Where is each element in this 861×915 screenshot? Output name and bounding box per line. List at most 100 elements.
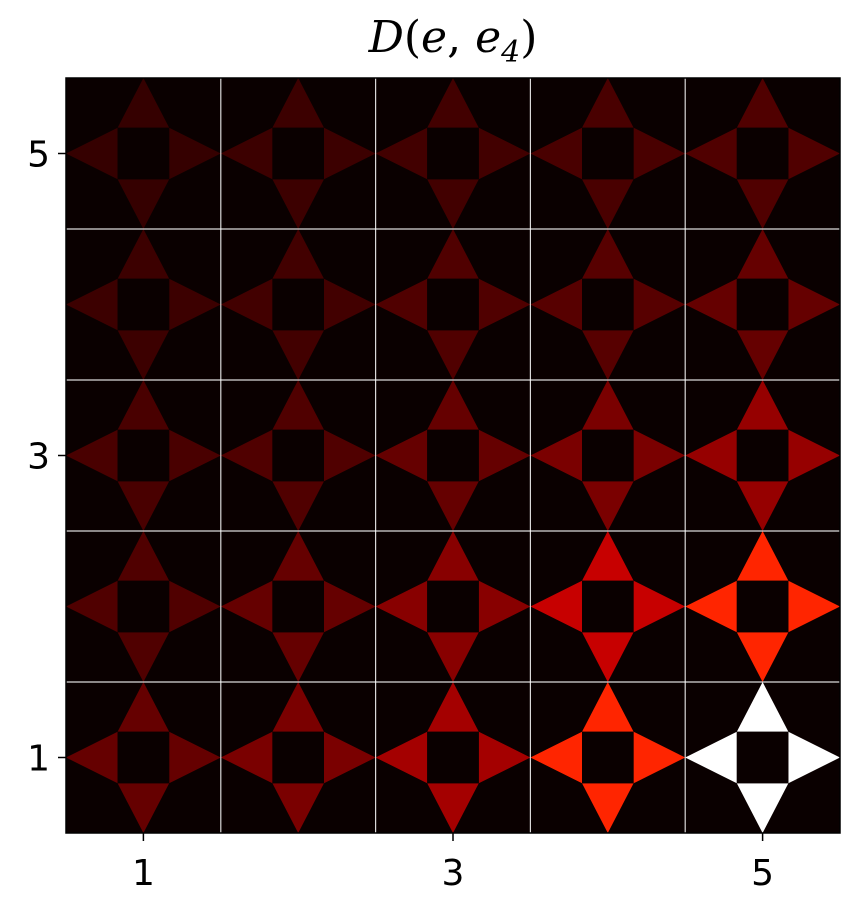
- triangle-left-r1-c2: [220, 731, 273, 784]
- title-arg1: e: [421, 12, 448, 63]
- triangle-left-r1-c3: [375, 731, 428, 784]
- triangle-down-r2-c5: [736, 632, 789, 682]
- gridlines-layer: [66, 78, 840, 833]
- triangle-up-r3-c4: [582, 380, 634, 430]
- triangle-up-r1-c5: [736, 682, 789, 732]
- triangle-left-r4-c5: [685, 278, 737, 331]
- title-subscript: 4: [501, 34, 521, 70]
- triangle-down-r1-c5: [736, 783, 789, 833]
- triangle-right-r2-c5: [788, 580, 840, 633]
- triangle-right-r1-c3: [478, 731, 531, 784]
- chart-title: D(e, e4): [0, 12, 861, 70]
- triangle-left-r3-c4: [530, 429, 582, 482]
- triangle-down-r5-c1: [117, 179, 170, 229]
- triangle-down-r1-c3: [427, 783, 479, 833]
- triangle-right-r3-c4: [633, 429, 686, 482]
- y-tick-label: 1: [27, 739, 50, 780]
- center-square-r3-c5: [736, 429, 789, 482]
- center-square-r3-c2: [272, 429, 324, 482]
- triangle-right-r4-c2: [324, 278, 376, 331]
- heatmap-cell-r3-c3: [375, 380, 531, 531]
- triangle-down-r5-c5: [736, 179, 789, 229]
- triangle-up-r2-c4: [582, 531, 634, 581]
- center-square-r5-c3: [427, 127, 479, 180]
- triangle-right-r5-c5: [788, 127, 840, 180]
- triangle-down-r3-c5: [736, 481, 789, 531]
- triangle-right-r4-c3: [478, 278, 531, 331]
- triangle-left-r1-c1: [66, 731, 118, 784]
- triangle-right-r5-c3: [478, 127, 531, 180]
- triangle-up-r2-c3: [427, 531, 479, 581]
- triangle-down-r2-c1: [117, 632, 170, 682]
- triangle-up-r3-c3: [427, 380, 479, 430]
- triangle-up-r4-c5: [736, 229, 789, 279]
- triangle-down-r4-c2: [272, 330, 324, 380]
- triangle-left-r3-c5: [685, 429, 737, 482]
- title-open: (: [403, 12, 422, 63]
- center-square-r5-c5: [736, 127, 789, 180]
- triangle-left-r1-c4: [530, 731, 582, 784]
- heatmap-cell-r3-c5: [685, 380, 840, 531]
- triangle-right-r4-c1: [169, 278, 221, 331]
- heatmap-cell-r1-c1: [66, 682, 221, 833]
- triangle-up-r1-c2: [272, 682, 324, 732]
- triangle-right-r2-c2: [324, 580, 376, 633]
- triangle-left-r3-c3: [375, 429, 428, 482]
- heatmap-cell-r2-c1: [66, 531, 221, 682]
- triangle-up-r5-c5: [736, 78, 789, 128]
- triangle-left-r5-c1: [66, 127, 118, 180]
- triangle-right-r2-c3: [478, 580, 531, 633]
- heatmap-cell-r3-c2: [220, 380, 376, 531]
- triangle-down-r1-c4: [582, 783, 634, 833]
- heatmap-cell-r1-c5: [685, 682, 840, 833]
- center-square-r3-c1: [117, 429, 170, 482]
- triangle-down-r4-c1: [117, 330, 170, 380]
- triangle-down-r2-c4: [582, 632, 634, 682]
- triangle-up-r3-c1: [117, 380, 170, 430]
- triangle-down-r5-c4: [582, 179, 634, 229]
- triangle-down-r3-c1: [117, 481, 170, 531]
- center-square-r1-c4: [582, 731, 634, 784]
- triangle-right-r3-c3: [478, 429, 531, 482]
- triangle-up-r4-c2: [272, 229, 324, 279]
- triangle-up-r4-c3: [427, 229, 479, 279]
- x-tick-label: 3: [442, 853, 465, 894]
- triangle-up-r4-c1: [117, 229, 170, 279]
- x-tick-label: 1: [132, 853, 155, 894]
- x-tick-label: 5: [751, 853, 774, 894]
- heatmap-cell-r2-c4: [530, 531, 686, 682]
- cells-layer: [66, 78, 840, 833]
- triangle-left-r4-c4: [530, 278, 582, 331]
- triangle-left-r4-c1: [66, 278, 118, 331]
- triangle-right-r1-c5: [788, 731, 840, 784]
- triangle-down-r3-c4: [582, 481, 634, 531]
- triangle-right-r5-c2: [324, 127, 376, 180]
- center-square-r5-c1: [117, 127, 170, 180]
- triangle-up-r2-c5: [736, 531, 789, 581]
- title-arg2: e: [475, 12, 502, 63]
- triangle-up-r5-c3: [427, 78, 479, 128]
- heatmap-cell-r4-c4: [530, 229, 686, 380]
- heatmap-cell-r3-c1: [66, 380, 221, 531]
- center-square-r5-c4: [582, 127, 634, 180]
- center-square-r3-c4: [582, 429, 634, 482]
- triangle-down-r3-c2: [272, 481, 324, 531]
- triangle-right-r1-c1: [169, 731, 221, 784]
- center-square-r4-c2: [272, 278, 324, 331]
- triangle-right-r2-c1: [169, 580, 221, 633]
- heatmap-cell-r5-c1: [66, 78, 221, 229]
- triangle-right-r5-c1: [169, 127, 221, 180]
- triangle-left-r2-c3: [375, 580, 428, 633]
- triangle-down-r4-c4: [582, 330, 634, 380]
- title-name: D: [368, 12, 404, 63]
- triangle-down-r5-c2: [272, 179, 324, 229]
- center-square-r1-c3: [427, 731, 479, 784]
- triangle-left-r2-c2: [220, 580, 273, 633]
- center-square-r4-c3: [427, 278, 479, 331]
- triangle-down-r1-c1: [117, 783, 170, 833]
- triangle-left-r2-c4: [530, 580, 582, 633]
- center-square-r1-c2: [272, 731, 324, 784]
- center-square-r4-c4: [582, 278, 634, 331]
- center-square-r1-c1: [117, 731, 170, 784]
